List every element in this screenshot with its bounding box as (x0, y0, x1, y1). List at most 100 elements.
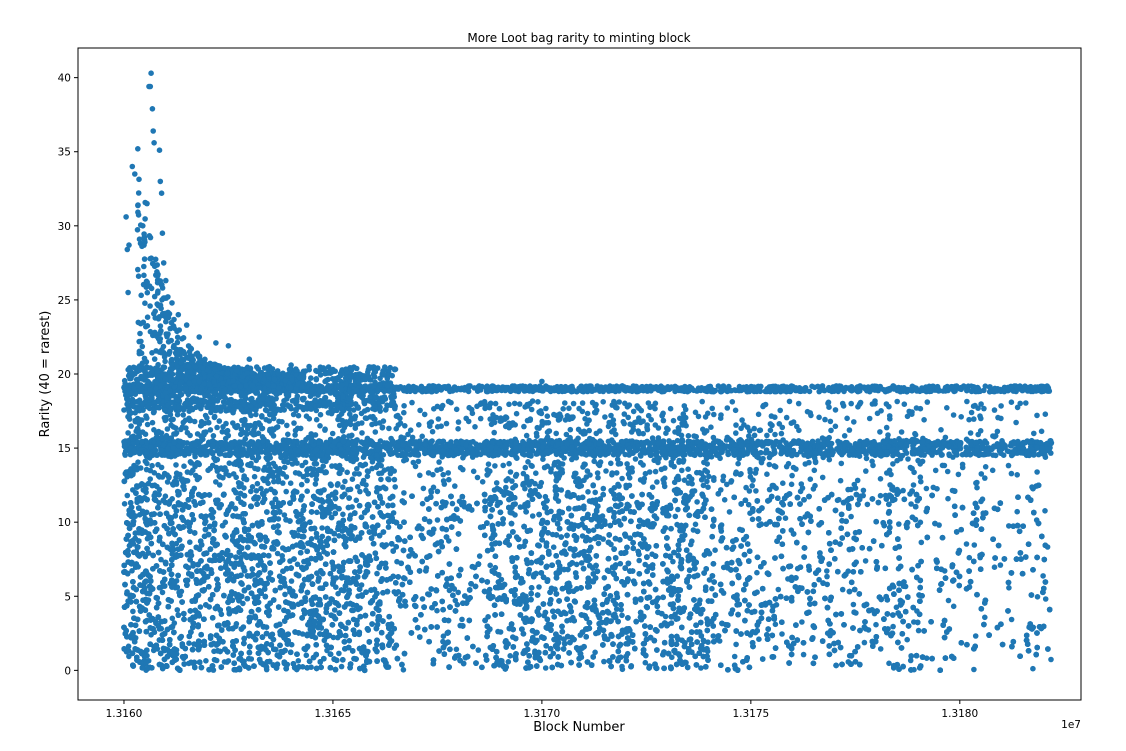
data-point (824, 568, 830, 574)
data-point (848, 513, 854, 520)
data-point (169, 615, 176, 622)
data-point (617, 560, 624, 567)
data-point (731, 653, 738, 660)
data-point (733, 641, 739, 648)
data-point (186, 640, 192, 646)
data-point (401, 490, 407, 496)
data-point (966, 554, 973, 561)
data-point (336, 533, 342, 539)
data-point (294, 561, 301, 568)
data-point (321, 637, 328, 644)
data-point (454, 601, 461, 608)
data-point (782, 515, 789, 521)
data-point (904, 636, 910, 643)
data-point (338, 663, 345, 670)
data-point (775, 586, 782, 593)
data-point (864, 501, 871, 508)
data-point (839, 586, 846, 593)
data-point (446, 587, 453, 594)
data-point (313, 530, 320, 537)
data-point (279, 553, 286, 559)
data-point (675, 506, 681, 513)
chart-title: More Loot bag rarity to minting block (467, 31, 690, 45)
data-point (590, 527, 597, 533)
data-point (449, 500, 456, 507)
data-point (619, 666, 626, 673)
data-point (314, 509, 320, 516)
data-point (505, 659, 512, 665)
data-point (489, 546, 495, 553)
data-point (877, 492, 884, 499)
data-point (601, 575, 608, 581)
data-point (877, 646, 884, 652)
data-point (187, 539, 193, 545)
data-point (203, 658, 209, 664)
data-point (688, 541, 694, 548)
data-point (716, 638, 723, 644)
data-point (303, 652, 310, 659)
data-point (945, 495, 951, 502)
data-point (800, 651, 807, 658)
data-point (873, 621, 879, 628)
data-point (950, 603, 957, 610)
data-point (907, 657, 914, 664)
data-point (799, 619, 805, 625)
data-point (619, 612, 625, 619)
data-point (274, 550, 281, 557)
data-point (288, 641, 295, 648)
data-point (836, 496, 842, 503)
data-point (672, 513, 679, 520)
data-point (1006, 585, 1012, 591)
data-point (972, 633, 979, 639)
data-point (886, 660, 892, 667)
data-point (419, 596, 426, 602)
data-point (455, 589, 462, 596)
data-point (698, 665, 704, 671)
data-point (579, 533, 586, 539)
data-point (453, 646, 460, 653)
data-point (374, 570, 380, 577)
data-point (613, 606, 620, 612)
data-point (419, 526, 425, 532)
data-point (816, 576, 822, 583)
data-point (486, 586, 493, 593)
data-point (745, 501, 752, 508)
data-point (121, 501, 128, 507)
data-point (390, 510, 397, 516)
data-point (754, 569, 760, 576)
data-point (130, 608, 136, 615)
data-point (599, 601, 606, 608)
data-point (1040, 573, 1046, 579)
data-point (756, 636, 762, 642)
data-point (1042, 508, 1048, 514)
data-point (642, 659, 649, 666)
data-point (529, 513, 536, 519)
data-point (434, 607, 440, 614)
data-point (915, 627, 922, 634)
data-point (550, 544, 557, 550)
data-point (158, 556, 164, 563)
data-point (566, 602, 573, 609)
data-point (288, 578, 295, 584)
data-point (452, 597, 459, 604)
data-point (893, 604, 900, 611)
data-point (709, 585, 715, 592)
data-point (210, 667, 217, 673)
data-point (190, 516, 197, 523)
data-point (1048, 656, 1054, 663)
data-point (890, 623, 896, 630)
data-point (908, 501, 914, 507)
data-point (340, 511, 346, 518)
data-point (982, 614, 988, 621)
data-point (281, 512, 288, 518)
data-point (595, 540, 602, 547)
data-point (224, 659, 230, 665)
data-point (129, 568, 135, 574)
data-point (295, 658, 302, 664)
data-point (331, 607, 338, 613)
data-point (476, 553, 483, 559)
data-point (282, 591, 288, 598)
data-point (218, 611, 225, 618)
data-point (692, 521, 699, 528)
